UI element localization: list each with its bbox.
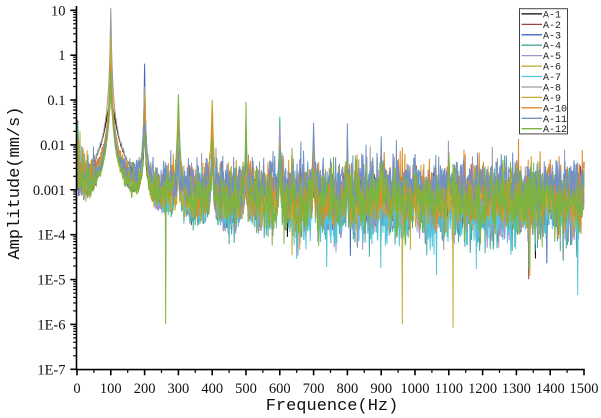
svg-text:1: 1 [58,48,65,64]
svg-text:1200: 1200 [468,381,497,397]
svg-text:A-2: A-2 [543,21,561,32]
svg-text:1E-6: 1E-6 [37,317,65,333]
svg-text:A-11: A-11 [543,115,567,126]
svg-text:0.01: 0.01 [40,138,65,154]
svg-text:0.001: 0.001 [33,183,66,199]
svg-text:A-8: A-8 [543,84,561,95]
svg-text:300: 300 [168,381,190,397]
svg-text:200: 200 [134,381,156,397]
svg-text:A-9: A-9 [543,94,561,105]
svg-text:0: 0 [73,381,80,397]
svg-text:Frequence(Hz): Frequence(Hz) [266,397,399,416]
svg-text:1E-5: 1E-5 [37,273,65,289]
svg-text:1500: 1500 [570,381,599,397]
svg-text:800: 800 [337,381,359,397]
svg-text:A-1: A-1 [543,10,561,21]
svg-text:A-4: A-4 [543,42,561,53]
svg-text:A-7: A-7 [543,73,561,84]
svg-text:1400: 1400 [536,381,565,397]
svg-text:400: 400 [201,381,223,397]
svg-text:10: 10 [51,3,66,19]
svg-text:1E-7: 1E-7 [37,362,65,378]
svg-text:1300: 1300 [502,381,531,397]
svg-text:700: 700 [303,381,325,397]
svg-text:A-5: A-5 [543,52,561,63]
svg-text:600: 600 [269,381,291,397]
svg-text:100: 100 [100,381,122,397]
svg-text:A-6: A-6 [543,63,561,74]
svg-text:Amplitude(mm/s): Amplitude(mm/s) [6,106,25,259]
svg-text:0.1: 0.1 [47,93,65,109]
svg-text:500: 500 [235,381,257,397]
svg-text:1E-4: 1E-4 [37,228,66,244]
svg-text:A-12: A-12 [543,125,567,136]
svg-text:1100: 1100 [435,381,463,397]
svg-text:1000: 1000 [401,381,430,397]
svg-text:A-10: A-10 [543,104,567,115]
svg-text:A-3: A-3 [543,31,561,42]
svg-text:900: 900 [370,381,392,397]
